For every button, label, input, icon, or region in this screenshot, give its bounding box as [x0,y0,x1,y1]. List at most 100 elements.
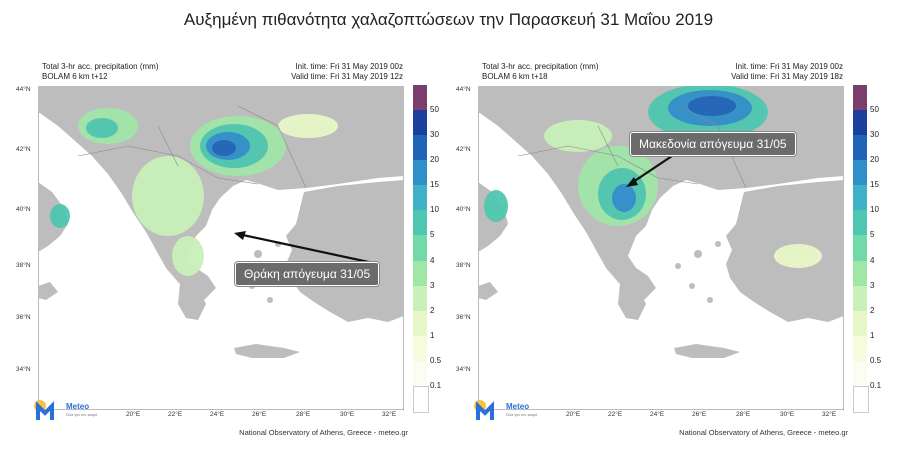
precipitation-map [38,86,404,410]
colorbar-swatch [853,135,867,161]
header-init-time: Init. time: Fri 31 May 2019 00z [295,62,403,71]
colorbar-label: 1 [430,330,435,340]
footer-credit: National Observatory of Athens, Greece -… [679,428,848,437]
land-crete [674,344,740,358]
colorbar-label: 0.1 [870,380,882,390]
lon-label: 32°E [382,411,397,418]
colorbar-swatch [413,285,427,311]
colorbar-label: 0.5 [430,355,442,365]
colorbar-swatch [853,110,867,136]
land-balkans [38,86,404,300]
callout-arrow [629,155,673,185]
colorbar-label: 4 [870,255,875,265]
lat-label: 42°N [16,146,31,153]
colorbar-swatch [853,185,867,211]
lat-label: 38°N [456,262,471,269]
colorbar-swatch [853,210,867,236]
colorbar-label: 15 [870,180,879,190]
colorbar-swatch [853,285,867,311]
lon-label: 20°E [126,411,141,418]
lon-label: 28°E [736,411,751,418]
lat-label: 38°N [16,262,31,269]
lat-label: 40°N [16,206,31,213]
panel-header-left: Total 3-hr acc. precipitation (mm) BOLAM… [482,62,598,82]
lon-label: 26°E [252,411,267,418]
colorbar-label: 20 [430,155,439,165]
colorbar-swatch [413,310,427,336]
colorbar-swatch [413,235,427,261]
colorbar-label: 15 [430,180,439,190]
lon-label: 30°E [340,411,355,418]
meteo-logo-icon [474,400,494,420]
colorbar-label: 30 [870,130,879,140]
colorbar-swatch [853,160,867,186]
colorbar-label: 3 [430,280,435,290]
land-sicily [38,282,58,300]
header-valid-time: Valid time: Fri 31 May 2019 12z [291,72,403,81]
precip-field [50,108,338,276]
lon-label: 24°E [650,411,665,418]
colorbar-swatch [853,235,867,261]
colorbar-swatch [853,310,867,336]
meteo-logo-sub: Όλα για τον καιρό [506,412,538,417]
colorbar-label: 0.1 [430,380,442,390]
colorbar-label: 2 [430,305,435,315]
lat-label: 44°N [456,86,471,93]
page-title: Αυξημένη πιθανότητα χαλαζοπτώσεων την Πα… [183,10,714,29]
land-peloponnese [618,284,646,320]
footer-credit: National Observatory of Athens, Greece -… [239,428,408,437]
colorbar-swatch [413,135,427,161]
colorbar-swatch [853,385,869,413]
header-init-time: Init. time: Fri 31 May 2019 00z [735,62,843,71]
header-model: BOLAM 6 km t+18 [482,72,548,81]
colorbar-swatch [853,85,867,111]
lat-label: 42°N [456,146,471,153]
map-panel-right: Total 3-hr acc. precipitation (mm) BOLAM… [440,58,881,448]
header-model: BOLAM 6 km t+12 [42,72,108,81]
precip-field [484,86,822,268]
colorbar-label: 4 [430,255,435,265]
colorbar-label: 50 [430,105,439,115]
lat-label: 40°N [456,206,471,213]
lon-label: 22°E [168,411,183,418]
lat-label: 34°N [16,366,31,373]
colorbar-swatch [853,360,867,386]
land-peloponnese [178,284,206,320]
colorbar-swatch [413,110,427,136]
meteo-logo-text: Meteo [66,402,90,411]
panel-header-right: Init. time: Fri 31 May 2019 00z Valid ti… [731,62,843,82]
header-product: Total 3-hr acc. precipitation (mm) [42,62,159,71]
colorbar-label: 2 [870,305,875,315]
colorbar-label: 20 [870,155,879,165]
meteo-logo-sub: Όλα για τον καιρό [66,412,98,417]
colorbar-label: 5 [870,230,875,240]
lat-label: 44°N [16,86,31,93]
colorbar-swatch [853,260,867,286]
colorbar-swatch [413,260,427,286]
callout-label: Θράκη απόγευμα 31/05 [235,262,380,286]
colorbar-swatch [413,335,427,361]
colorbar-label: 10 [870,205,879,215]
colorbar-swatch [413,210,427,236]
land-turkey [286,180,404,322]
colorbar-swatch [413,160,427,186]
colorbar-swatch [413,360,427,386]
lat-label: 36°N [16,314,31,321]
lon-label: 22°E [608,411,623,418]
colorbar: 50 30 20 15 10 5 4 3 2 1 0.5 0.1 [853,85,881,413]
callout-arrow [237,232,379,266]
land-sicily [478,282,498,300]
lon-label: 20°E [566,411,581,418]
colorbar-label: 30 [430,130,439,140]
colorbar-label: 10 [430,205,439,215]
header-valid-time: Valid time: Fri 31 May 2019 18z [731,72,843,81]
colorbar-label: 1 [870,330,875,340]
panel-header-right: Init. time: Fri 31 May 2019 00z Valid ti… [291,62,403,82]
meteo-logo-text: Meteo [506,402,530,411]
callout-label: Μακεδονία απόγευμα 31/05 [630,132,796,156]
lat-label: 34°N [456,366,471,373]
lon-label: 24°E [210,411,225,418]
colorbar-swatch [853,335,867,361]
meteo-logo-icon [34,400,54,420]
colorbar: 50 30 20 15 10 5 4 3 2 1 0.5 0.1 [413,85,441,413]
